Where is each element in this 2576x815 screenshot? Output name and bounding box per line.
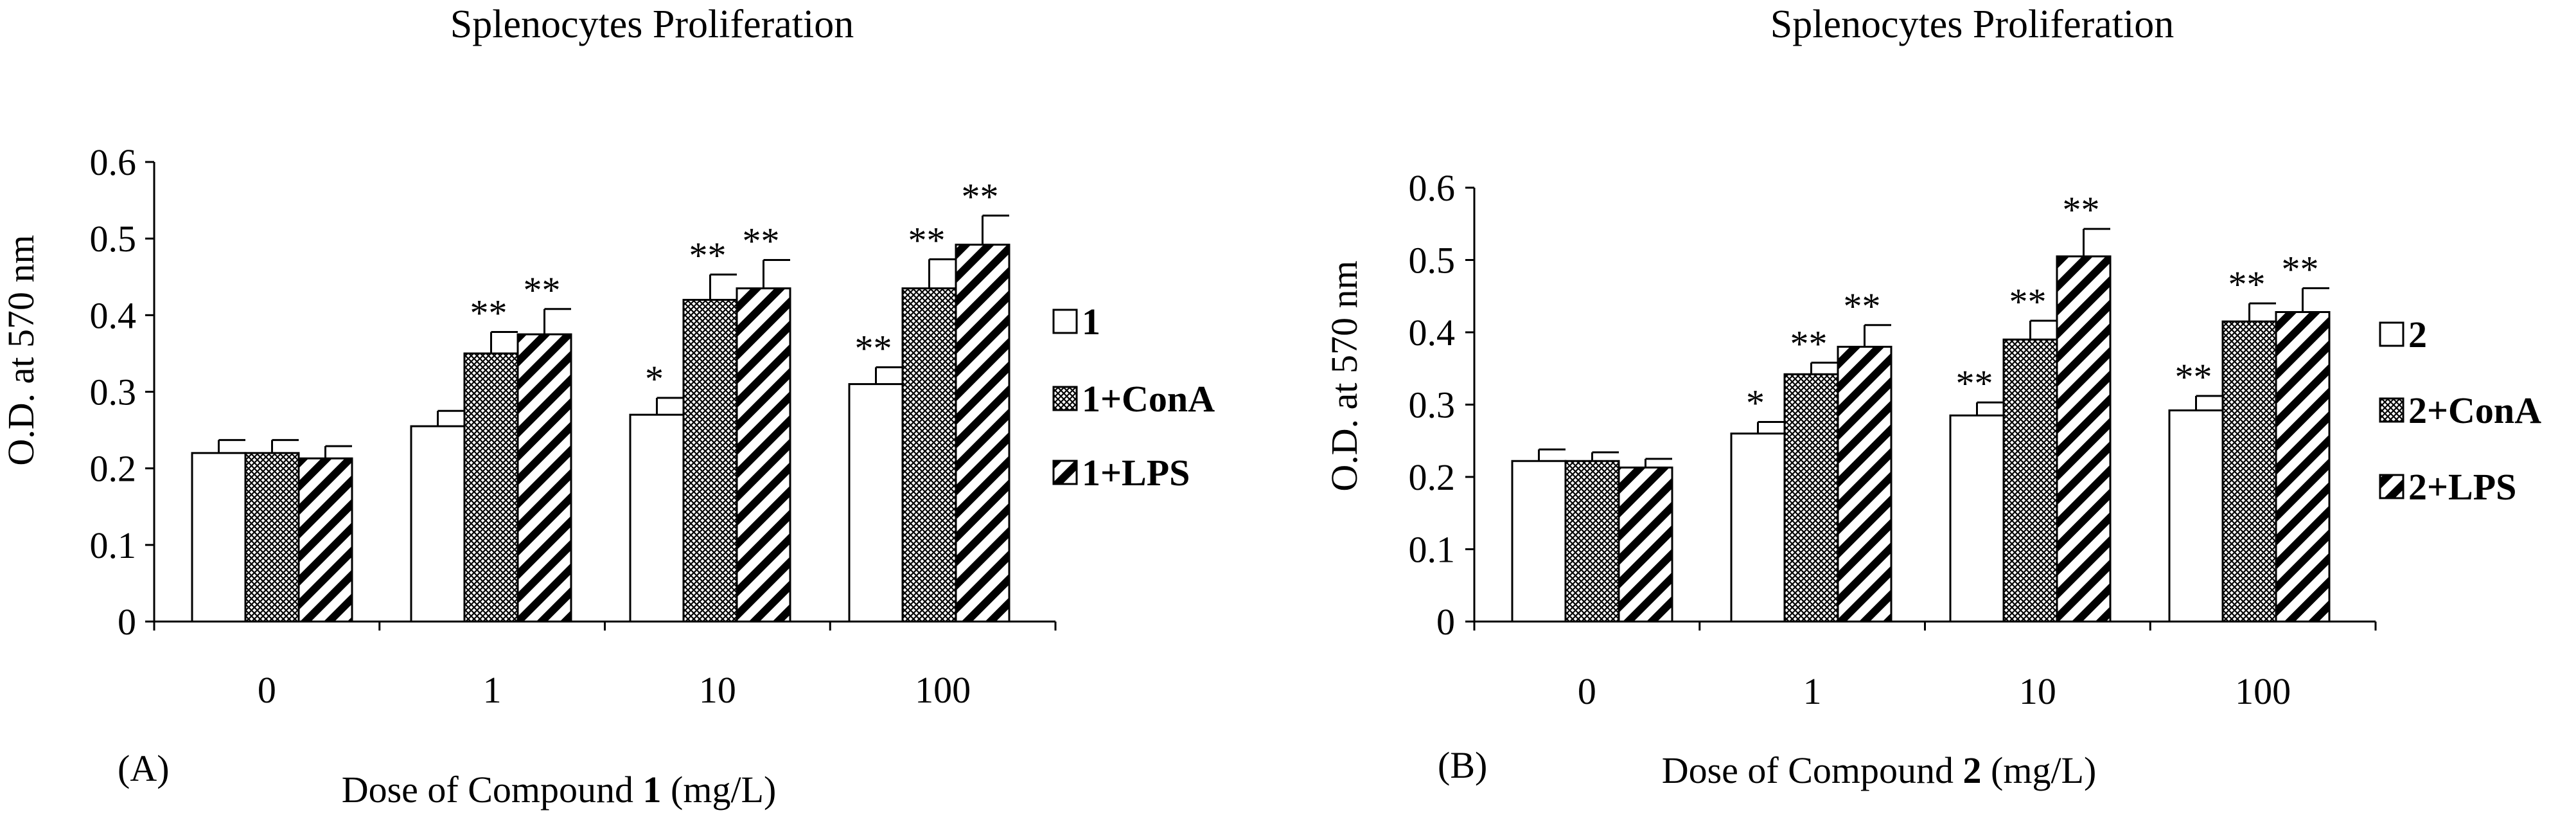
panel-a-y-tick-label: 0.4 (90, 294, 137, 336)
panel-a-x-tick-label: 100 (915, 669, 971, 711)
panel-b-x-tick-label: 1 (1803, 670, 1822, 712)
panel-a-significance-mark: ** (470, 292, 507, 334)
panel-b-y-tick-label: 0.1 (1409, 529, 1456, 571)
panel-b-x-tick-label: 100 (2235, 670, 2291, 712)
panel-a-y-tick-label: 0.5 (90, 218, 137, 260)
panel-b-y-tick-label: 0 (1436, 601, 1455, 643)
panel-b-bar-1 (1949, 414, 2005, 623)
panel-b-bar-3 (2275, 311, 2331, 623)
panel-a-bars: ******* ******** (191, 175, 1010, 623)
panel-a-bar-3 (955, 244, 1010, 623)
panel-b-significance-mark: ** (2282, 248, 2319, 290)
panel-a-significance-mark: ** (855, 327, 892, 369)
panel-b-x-axis-label: Dose of Compound 2 (mg/L) (1662, 749, 2097, 791)
panel-a-bar-1 (848, 383, 904, 623)
panel-b-significance-mark: ** (1956, 363, 1993, 404)
panel-a-legend-label-1: 1 (1082, 301, 1100, 343)
panel-b-x-axis-label-compound: 2 (1963, 749, 1982, 791)
panel-b-legend-swatch-3 (2379, 474, 2404, 499)
panel-a-x-axis-label-compound: 1 (643, 769, 662, 811)
panel-a-bar-2 (682, 299, 738, 623)
panel-a-axes: 0 0.1 0.2 0.3 0.4 0.5 0.6 0 1 10 100 (90, 141, 1057, 711)
panel-b-y-tick-label: 0.4 (1409, 312, 1456, 354)
panel-b-y-tick-label: 0.2 (1409, 456, 1456, 498)
panel-a-bar-2 (901, 287, 957, 623)
panel-a-y-axis-label: O.D. at 570 nm (0, 235, 42, 465)
panel-a-y-tick-label: 0.1 (90, 524, 137, 566)
panel-b-bar-3 (2056, 255, 2112, 623)
panel-a-x-axis-label-suffix: (mg/L) (662, 769, 777, 811)
panel-a-bar-3 (297, 457, 353, 623)
panel-a-legend-label-2: 1+ConA (1082, 378, 1215, 420)
panel-b-x-tick-label: 10 (2019, 670, 2056, 712)
panel-b-bars: *************** ** (1511, 189, 2331, 623)
panel-a-bar-2 (463, 352, 519, 623)
panel-b-chart: Splenocytes Proliferation O.D. at 570 nm… (1323, 3, 2541, 791)
panel-a-significance-mark: * (645, 358, 664, 400)
panel-b-legend-label-2: 2+ConA (2408, 390, 2541, 431)
panel-b-bar-3 (1837, 346, 1892, 623)
panel-a-bar-3 (736, 287, 791, 623)
panel-b-bar-3 (1618, 466, 1673, 623)
panel-a-x-tick-label: 0 (258, 669, 276, 711)
panel-b-x-tick-label: 0 (1578, 670, 1596, 712)
panel-a-legend-swatch-3 (1052, 460, 1078, 485)
panel-b-legend-label-3: 2+LPS (2408, 466, 2516, 508)
panel-b-legend-swatch-1 (2379, 321, 2404, 347)
panel-a-bar-3 (516, 333, 572, 623)
panel-b-legend-swatch-2 (2379, 397, 2404, 423)
panel-a-chart: Splenocytes Proliferation O.D. at 570 nm… (0, 3, 1215, 811)
panel-b-significance-mark: ** (2175, 356, 2212, 398)
panel-a-legend-swatch-2 (1052, 386, 1078, 411)
panel-a-significance-mark: ** (524, 269, 561, 311)
panel-b-bar-2 (2221, 320, 2277, 623)
panel-a-legend-label-3: 1+LPS (1082, 452, 1190, 494)
panel-b-x-axis-label-suffix: (mg/L) (1982, 749, 2097, 791)
panel-b-y-axis-label: O.D. at 570 nm (1323, 260, 1365, 491)
panel-b-bar-2 (1783, 373, 1839, 623)
panel-b-title: Splenocytes Proliferation (1770, 3, 2174, 46)
panel-a-x-axis-label-prefix: Dose of Compound (342, 769, 643, 811)
panel-b-y-tick-label: 0.3 (1409, 384, 1456, 426)
panel-a-x-tick-label: 10 (699, 669, 736, 711)
panel-a-legend: 1 1+ConA 1+LPS (1052, 301, 1215, 494)
panel-a-bar-1 (410, 425, 466, 623)
panel-a-y-tick-label: 0.6 (90, 141, 137, 183)
panel-b-significance-mark: ** (2009, 281, 2047, 323)
panel-a-y-tick-label: 0 (118, 601, 136, 643)
panel-a-y-tick-label: 0.2 (90, 448, 137, 490)
panel-b-x-axis-label-prefix: Dose of Compound (1662, 749, 1963, 791)
panel-a-x-axis-label: Dose of Compound 1 (mg/L) (342, 769, 777, 811)
panel-a-bar-1 (191, 452, 247, 623)
panel-b-bar-1 (2168, 409, 2224, 623)
panel-b-y-tick-label: 0.6 (1409, 167, 1456, 209)
panel-b-panel-label: (B) (1438, 744, 1487, 786)
panel-b-legend-label-1: 2 (2408, 314, 2427, 355)
panel-a-legend-swatch-1 (1052, 309, 1078, 334)
panel-b-significance-mark: ** (2063, 189, 2100, 231)
panel-b-y-tick-label: 0.5 (1409, 240, 1456, 282)
panel-b-bar-1 (1730, 433, 1786, 623)
panel-b-significance-mark: ** (1844, 285, 1881, 327)
panel-a-y-tick-label: 0.3 (90, 372, 137, 413)
panel-a-significance-mark: ** (743, 220, 780, 262)
panel-a-panel-label: (A) (118, 748, 170, 789)
panel-b-significance-mark: ** (2228, 264, 2266, 305)
panel-a-bar-1 (629, 413, 685, 623)
panel-b-bar-1 (1511, 460, 1567, 623)
panel-a-title: Splenocytes Proliferation (450, 3, 854, 46)
panel-a-significance-mark: ** (908, 219, 946, 261)
panel-b-legend: 2 2+ConA 2+LPS (2379, 314, 2541, 508)
panel-a-significance-mark: ** (689, 235, 727, 276)
panel-b-bar-2 (2002, 338, 2058, 623)
panel-a-bar-2 (244, 452, 300, 623)
panel-b-bar-2 (1564, 460, 1620, 623)
panel-a-x-tick-label: 1 (483, 669, 502, 711)
panel-a-significance-mark: ** (962, 175, 999, 217)
panel-b-significance-mark: ** (1790, 323, 1828, 364)
panel-b-significance-mark: * (1746, 382, 1765, 424)
